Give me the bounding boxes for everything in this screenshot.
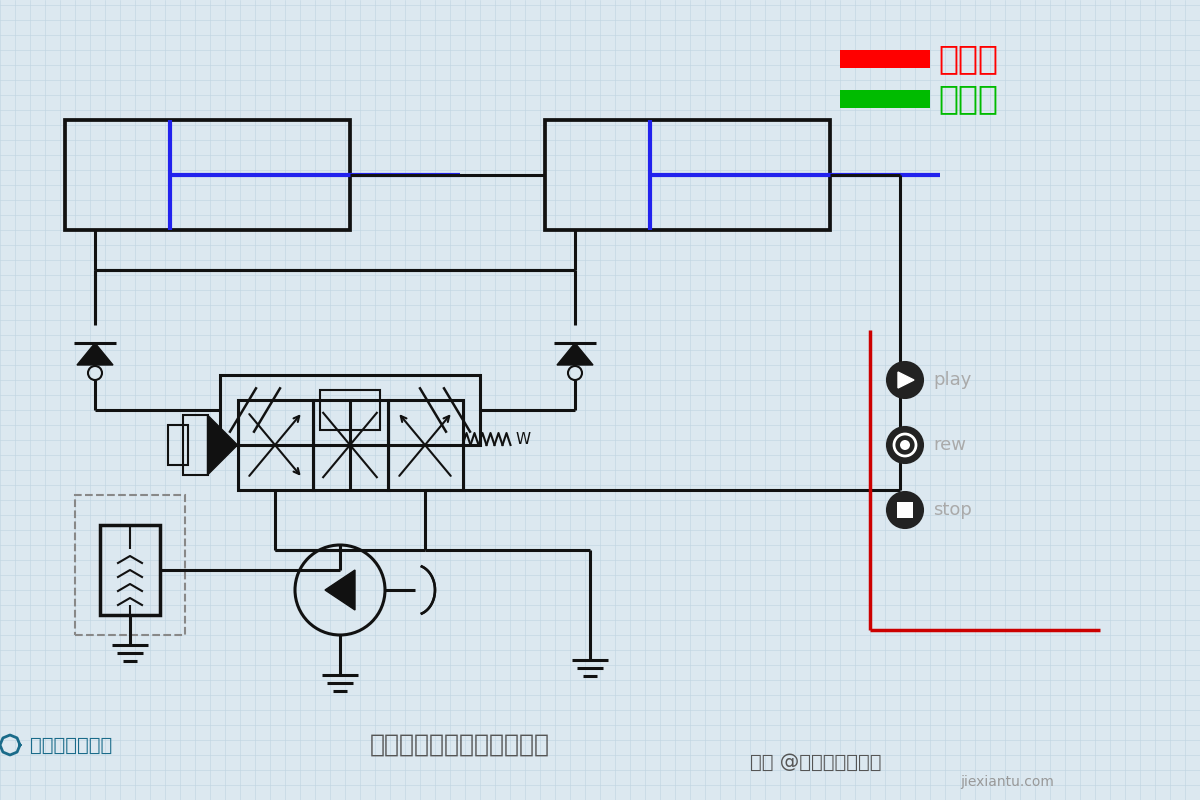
Circle shape: [887, 427, 923, 463]
Text: play: play: [934, 371, 971, 389]
Text: 回油路: 回油路: [938, 82, 998, 115]
Bar: [168, 425, 187, 465]
Circle shape: [887, 362, 923, 398]
Text: 采用分流集流阀的同步回路: 采用分流集流阀的同步回路: [370, 733, 550, 757]
Text: rew: rew: [934, 436, 966, 454]
Circle shape: [894, 434, 916, 456]
Bar: [898, 502, 913, 518]
Polygon shape: [77, 343, 113, 365]
Text: 机械工程师笔记: 机械工程师笔记: [30, 735, 113, 754]
Bar: [320, 390, 380, 430]
Bar: [74, 495, 185, 635]
Text: 进油路: 进油路: [938, 42, 998, 75]
Bar: [182, 415, 208, 475]
Circle shape: [900, 440, 910, 450]
Text: W: W: [516, 433, 530, 447]
Circle shape: [887, 492, 923, 528]
Bar: [312, 400, 388, 490]
Bar: [388, 400, 462, 490]
Polygon shape: [325, 570, 355, 610]
Bar: [840, 90, 930, 108]
Text: 头条 @机械工程师笔记: 头条 @机械工程师笔记: [750, 753, 882, 771]
Polygon shape: [208, 415, 238, 475]
Text: stop: stop: [934, 501, 972, 519]
Bar: [840, 50, 930, 68]
Bar: [220, 375, 480, 445]
Bar: [545, 120, 830, 230]
Polygon shape: [557, 343, 593, 365]
Bar: [65, 120, 350, 230]
Polygon shape: [898, 372, 914, 388]
Bar: [100, 525, 160, 615]
Text: jiexiantu.com: jiexiantu.com: [960, 775, 1054, 789]
Bar: [238, 400, 312, 490]
